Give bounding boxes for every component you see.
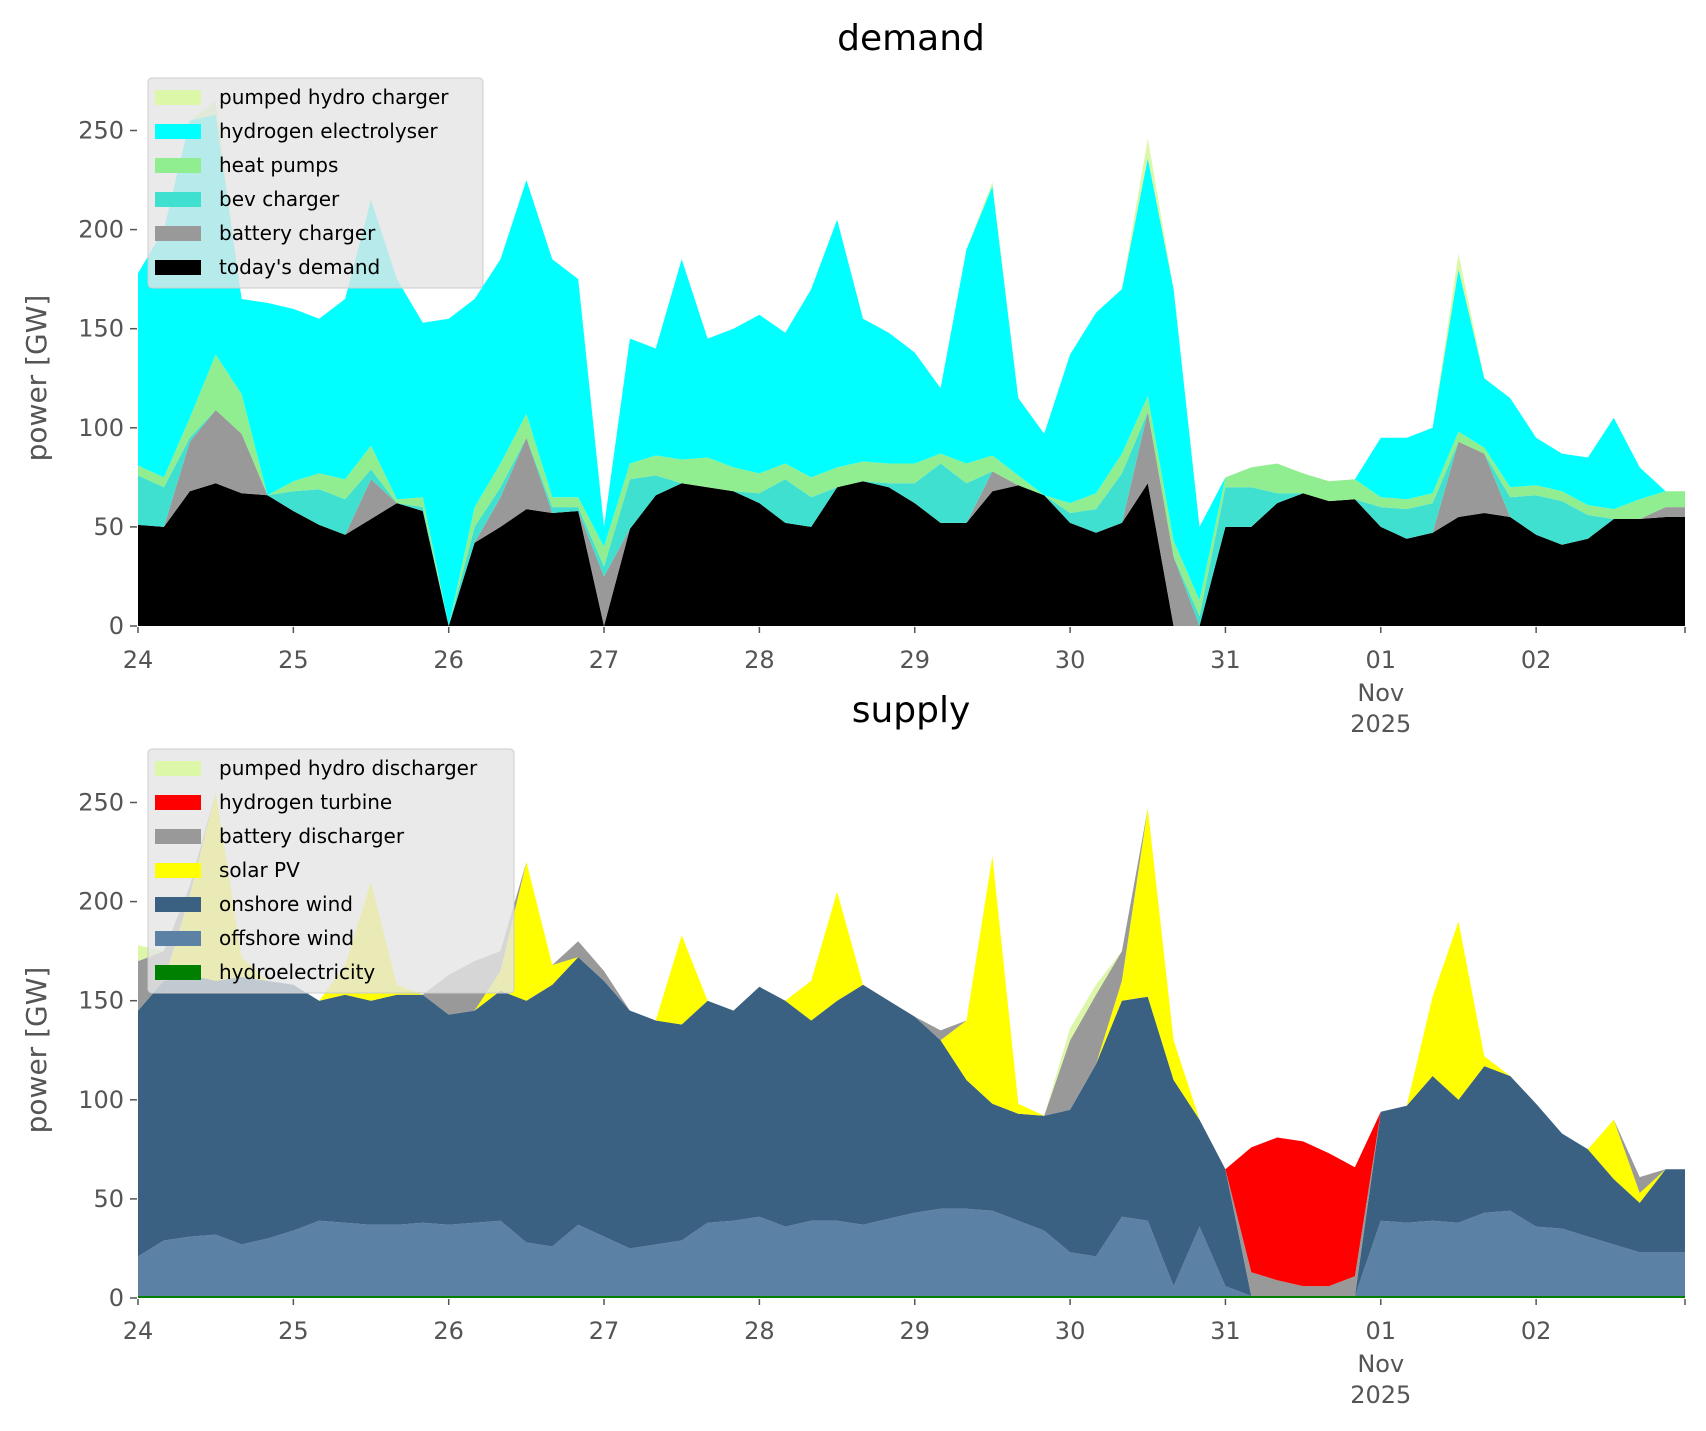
legend-label: battery discharger [219,824,405,848]
x-tick-label: 30 [1055,1317,1086,1345]
demand-panel: demand power [GW] 0 50 100 150 200 250 24 25 26 2… [20,18,1686,738]
legend-label: solar PV [219,858,300,882]
y-tick-label: 0 [109,1284,124,1312]
legend-box [147,748,515,994]
y-tick-label: 250 [78,117,124,145]
legend-swatch [155,260,201,275]
x-tick-sublabel: Nov [1357,1350,1404,1378]
y-tick-label: 250 [78,789,124,817]
y-tick-label: 100 [78,1086,124,1114]
legend-label: onshore wind [219,892,353,916]
x-tick-label: 31 [1210,1317,1241,1345]
x-tick-label: 29 [899,646,930,674]
legend-label: pumped hydro discharger [219,756,478,780]
area-battery-charger [138,410,1685,626]
demand-legend: pumped hydro charger hydrogen electrolyse… [147,77,484,289]
x-tick-label: 26 [433,646,464,674]
demand-areas [138,100,1685,626]
y-tick-label: 0 [109,612,124,640]
legend-label: hydrogen electrolyser [219,119,438,143]
legend-label: today's demand [219,255,380,279]
x-tick-label: 31 [1210,646,1241,674]
y-tick-label: 150 [78,315,124,343]
legend-label: hydroelectricity [219,960,375,984]
legend-swatch [155,829,201,844]
y-tick-label: 100 [78,414,124,442]
legend-swatch [155,965,201,980]
x-tick-sublabel: 2025 [1350,710,1411,738]
y-tick-label: 200 [78,888,124,916]
supply-panel: supply power [GW] 0 50 100 150 200 250 24 25 26 2… [20,690,1686,1409]
legend-box [147,77,484,289]
supply-y-axis-label: power [GW] [20,967,53,1134]
supply-title: supply [852,690,971,731]
area-heat-pumps [138,354,1685,626]
legend-swatch [155,226,201,241]
x-tick-sublabel: 2025 [1350,1381,1411,1409]
legend-label: pumped hydro charger [219,85,449,109]
demand-y-axis-label: power [GW] [20,295,53,462]
legend-label: battery charger [219,221,376,245]
legend-swatch [155,158,201,173]
supply-legend: pumped hydro discharger hydrogen turbine b… [147,748,515,994]
area-bev-charger [138,410,1685,626]
x-tick-label: 01 [1366,1317,1397,1345]
y-tick-label: 150 [78,987,124,1015]
area-onshore-wind [138,957,1685,1296]
x-tick-label: 25 [278,646,309,674]
y-tick-label: 50 [93,1185,124,1213]
area-hydroelectricity [138,1296,1685,1298]
legend-swatch [155,761,201,776]
legend-label: hydrogen turbine [219,790,392,814]
x-tick-sublabel: Nov [1357,679,1404,707]
legend-label: offshore wind [219,926,354,950]
x-tick-label: 02 [1521,1317,1552,1345]
legend-swatch [155,863,201,878]
area-hydrogen-electrolyser [138,114,1685,626]
x-tick-label: 24 [123,646,154,674]
x-tick-label: 25 [278,1317,309,1345]
x-tick-label: 27 [589,646,620,674]
legend-label: bev charger [219,187,340,211]
legend-label: heat pumps [219,153,338,177]
legend-swatch [155,931,201,946]
y-tick-label: 50 [93,513,124,541]
legend-swatch [155,90,201,105]
demand-title: demand [837,18,985,59]
x-tick-label: 24 [123,1317,154,1345]
x-tick-label: 30 [1055,646,1086,674]
x-tick-label: 01 [1366,646,1397,674]
legend-swatch [155,795,201,810]
x-tick-label: 28 [744,646,775,674]
legend-swatch [155,897,201,912]
area-offshore-wind [138,1208,1685,1296]
x-tick-label: 27 [589,1317,620,1345]
area-today-s-demand [138,481,1685,626]
x-tick-label: 26 [433,1317,464,1345]
legend-swatch [155,124,201,139]
x-tick-label: 02 [1521,646,1552,674]
area-solar-pv [138,792,1685,1296]
x-tick-label: 29 [899,1317,930,1345]
legend-swatch [155,192,201,207]
y-tick-label: 200 [78,216,124,244]
supply-areas [138,792,1685,1298]
area-hydrogen-turbine [138,792,1685,1287]
x-tick-label: 28 [744,1317,775,1345]
